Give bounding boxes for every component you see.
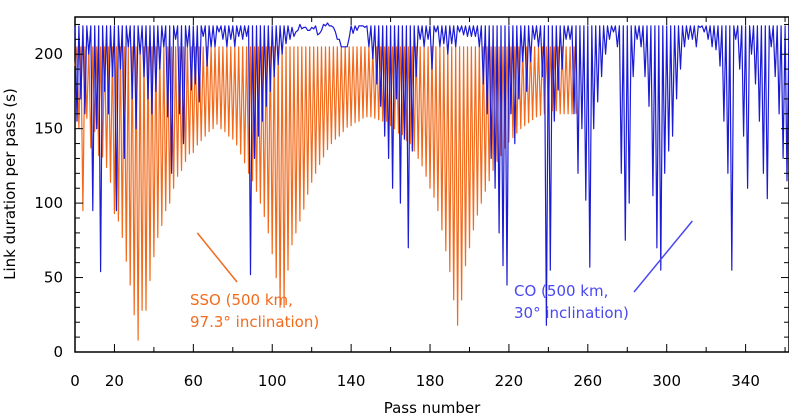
co-annotation-label: CO (500 km, 30° inclination) [514,282,629,322]
ticks-layer: 0 20 60 100 140 180 220 260 300 340 0 50 100 150 200 [34,17,789,390]
x-axis-title: Pass number [384,399,481,417]
co-annotation-line-1: CO (500 km, [514,282,608,300]
x-tick-label: 340 [731,372,760,390]
series-line-sso [74,46,577,341]
x-tick-label: 220 [495,372,524,390]
y-tick-label: 0 [53,343,63,361]
x-tick-label: 140 [337,372,366,390]
x-tick-label: 260 [573,372,602,390]
y-axis-title: Link duration per pass (s) [1,88,19,280]
sso-annotation-pointer [196,232,238,283]
x-tick-label: 100 [258,372,287,390]
sso-annotation-label: SSO (500 km, 97.3° inclination) [190,291,319,331]
x-tick-label: 60 [184,372,203,390]
series-line-co [74,22,789,326]
x-tick-label: 20 [105,372,124,390]
y-tick-label: 150 [34,120,63,138]
x-tick-label: 0 [70,372,80,390]
x-tick-label: 180 [416,372,445,390]
co-annotation-line-2: 30° inclination) [514,304,629,322]
sso-annotation-line-1: SSO (500 km, [190,291,293,309]
co-annotation-pointer [633,220,693,293]
y-tick-label: 200 [34,45,63,63]
series-layer [74,22,789,341]
x-tick-label: 300 [652,372,681,390]
y-tick-label: 100 [34,194,63,212]
annotation-layer: SSO (500 km, 97.3° inclination) CO (500 … [190,220,693,331]
sso-annotation-line-2: 97.3° inclination) [190,313,319,331]
y-tick-label: 50 [44,269,63,287]
